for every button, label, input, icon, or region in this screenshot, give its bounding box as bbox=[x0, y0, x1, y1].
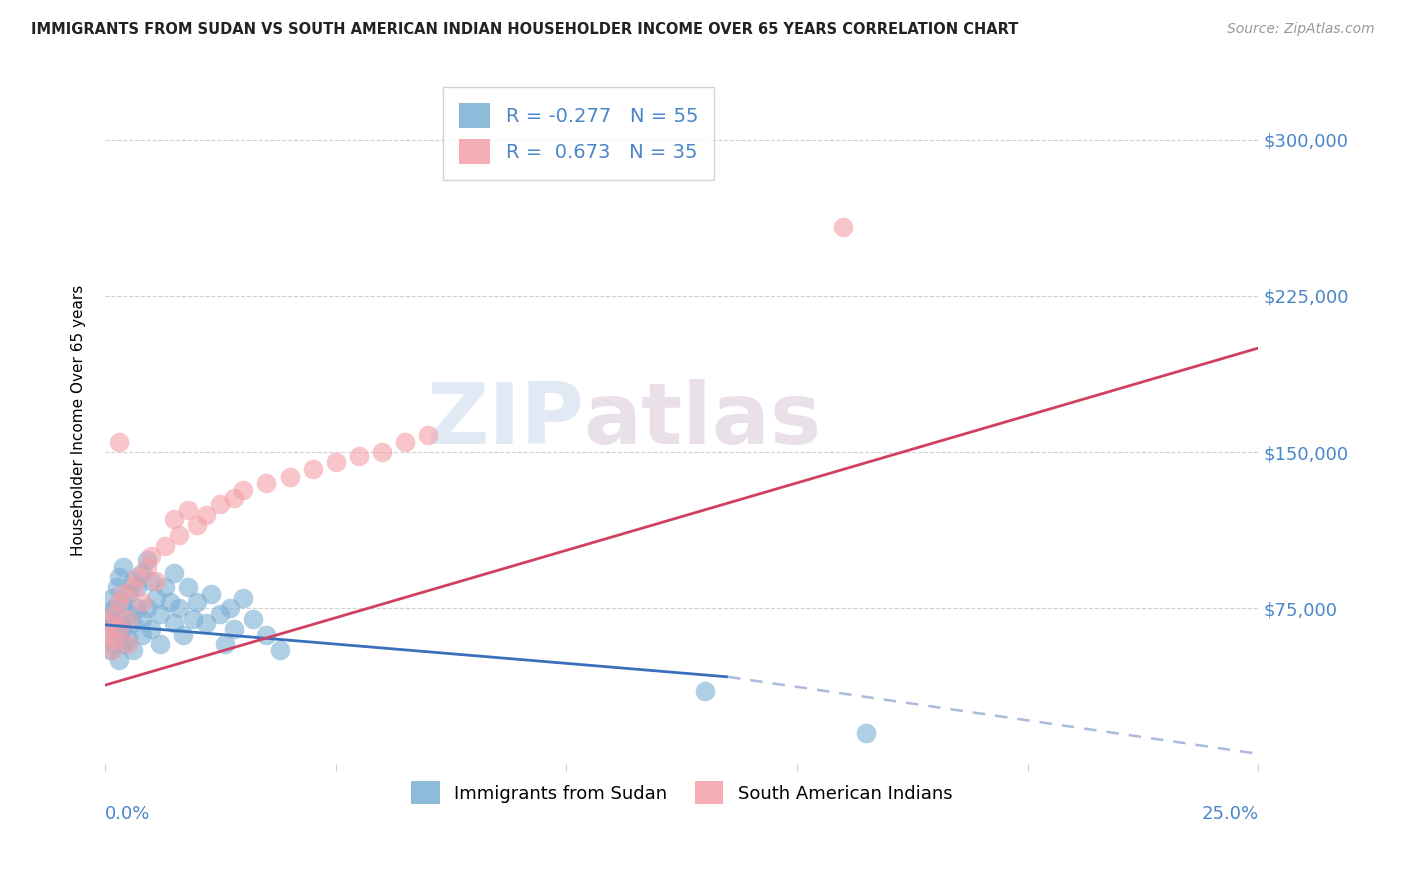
Point bbox=[117, 636, 139, 650]
Point bbox=[214, 636, 236, 650]
Y-axis label: Householder Income Over 65 years: Householder Income Over 65 years bbox=[72, 285, 86, 557]
Point bbox=[96, 622, 118, 636]
Point bbox=[394, 434, 416, 449]
Point bbox=[103, 636, 125, 650]
Point bbox=[117, 586, 139, 600]
Point bbox=[163, 511, 186, 525]
Point bbox=[127, 580, 149, 594]
Point bbox=[209, 497, 232, 511]
Point bbox=[96, 628, 118, 642]
Point bbox=[200, 586, 222, 600]
Point bbox=[371, 445, 394, 459]
Point bbox=[195, 508, 218, 522]
Point bbox=[177, 503, 200, 517]
Point bbox=[145, 591, 167, 605]
Point bbox=[121, 574, 143, 588]
Point bbox=[121, 615, 143, 630]
Legend: Immigrants from Sudan, South American Indians: Immigrants from Sudan, South American In… bbox=[398, 769, 965, 817]
Point bbox=[103, 601, 125, 615]
Point bbox=[101, 591, 124, 605]
Point bbox=[347, 449, 370, 463]
Point bbox=[108, 628, 131, 642]
Point bbox=[139, 622, 162, 636]
Point bbox=[108, 653, 131, 667]
Point bbox=[693, 684, 716, 698]
Point bbox=[149, 607, 172, 622]
Point bbox=[256, 628, 278, 642]
Text: 0.0%: 0.0% bbox=[105, 805, 150, 823]
Point bbox=[181, 611, 204, 625]
Point bbox=[218, 601, 240, 615]
Point bbox=[256, 476, 278, 491]
Point bbox=[172, 628, 194, 642]
Point bbox=[117, 632, 139, 647]
Point bbox=[117, 611, 139, 625]
Point bbox=[117, 607, 139, 622]
Point bbox=[98, 607, 121, 622]
Point bbox=[121, 580, 143, 594]
Point bbox=[139, 549, 162, 563]
Point bbox=[163, 566, 186, 580]
Point bbox=[855, 726, 877, 740]
Text: ZIP: ZIP bbox=[426, 379, 583, 462]
Point bbox=[98, 615, 121, 630]
Point bbox=[131, 595, 153, 609]
Point bbox=[101, 642, 124, 657]
Point bbox=[131, 628, 153, 642]
Point bbox=[103, 607, 125, 622]
Text: atlas: atlas bbox=[583, 379, 823, 462]
Point bbox=[112, 595, 135, 609]
Point bbox=[135, 559, 157, 574]
Point bbox=[209, 607, 232, 622]
Text: 25.0%: 25.0% bbox=[1201, 805, 1258, 823]
Point bbox=[278, 470, 301, 484]
Point bbox=[108, 595, 131, 609]
Point bbox=[325, 455, 347, 469]
Point bbox=[112, 636, 135, 650]
Point bbox=[108, 434, 131, 449]
Point bbox=[145, 574, 167, 588]
Point bbox=[232, 483, 254, 497]
Point bbox=[195, 615, 218, 630]
Point bbox=[177, 580, 200, 594]
Point bbox=[224, 491, 246, 505]
Point bbox=[163, 615, 186, 630]
Point bbox=[108, 622, 131, 636]
Point bbox=[242, 611, 264, 625]
Point bbox=[131, 611, 153, 625]
Point bbox=[269, 642, 291, 657]
Point bbox=[105, 580, 128, 594]
Point bbox=[832, 220, 855, 235]
Point bbox=[135, 553, 157, 567]
Point bbox=[301, 461, 323, 475]
Point bbox=[167, 528, 190, 542]
Point bbox=[127, 570, 149, 584]
Point bbox=[135, 601, 157, 615]
Point bbox=[108, 570, 131, 584]
Point bbox=[112, 622, 135, 636]
Point bbox=[98, 642, 121, 657]
Text: IMMIGRANTS FROM SUDAN VS SOUTH AMERICAN INDIAN HOUSEHOLDER INCOME OVER 65 YEARS : IMMIGRANTS FROM SUDAN VS SOUTH AMERICAN … bbox=[31, 22, 1018, 37]
Point bbox=[121, 642, 143, 657]
Point bbox=[153, 580, 176, 594]
Point bbox=[186, 595, 208, 609]
Point bbox=[153, 539, 176, 553]
Point bbox=[167, 601, 190, 615]
Point bbox=[139, 574, 162, 588]
Point bbox=[103, 615, 125, 630]
Point bbox=[108, 611, 131, 625]
Point bbox=[224, 622, 246, 636]
Point bbox=[127, 601, 149, 615]
Point bbox=[112, 586, 135, 600]
Text: Source: ZipAtlas.com: Source: ZipAtlas.com bbox=[1227, 22, 1375, 37]
Point bbox=[232, 591, 254, 605]
Point bbox=[112, 559, 135, 574]
Point bbox=[131, 566, 153, 580]
Point bbox=[159, 595, 181, 609]
Point bbox=[149, 636, 172, 650]
Point bbox=[186, 517, 208, 532]
Point bbox=[103, 632, 125, 647]
Point bbox=[416, 428, 439, 442]
